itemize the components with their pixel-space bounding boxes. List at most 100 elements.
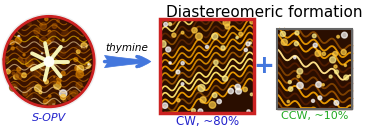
Circle shape: [169, 62, 171, 64]
Circle shape: [39, 91, 42, 94]
Circle shape: [45, 18, 48, 21]
Circle shape: [297, 82, 303, 89]
Circle shape: [27, 87, 31, 92]
Circle shape: [247, 110, 250, 113]
Circle shape: [322, 52, 325, 56]
Circle shape: [29, 23, 31, 26]
Circle shape: [337, 35, 339, 38]
Circle shape: [48, 31, 56, 38]
Circle shape: [83, 47, 86, 50]
Circle shape: [235, 88, 242, 94]
Circle shape: [29, 82, 34, 87]
Circle shape: [54, 77, 55, 78]
Circle shape: [288, 87, 293, 91]
Circle shape: [63, 99, 66, 102]
Circle shape: [11, 47, 14, 50]
Circle shape: [329, 75, 332, 78]
Circle shape: [58, 27, 59, 28]
Circle shape: [40, 38, 47, 45]
Circle shape: [37, 35, 39, 38]
Circle shape: [57, 20, 59, 22]
Circle shape: [12, 72, 15, 75]
Circle shape: [181, 31, 184, 34]
Circle shape: [47, 40, 51, 44]
Circle shape: [25, 58, 32, 65]
Circle shape: [50, 78, 56, 84]
Circle shape: [287, 100, 290, 103]
Circle shape: [48, 36, 54, 42]
Circle shape: [235, 84, 240, 90]
Circle shape: [67, 96, 70, 99]
Circle shape: [59, 90, 67, 97]
Circle shape: [61, 71, 65, 75]
Circle shape: [64, 32, 67, 36]
Circle shape: [43, 100, 48, 104]
Circle shape: [52, 24, 57, 28]
Circle shape: [85, 62, 91, 68]
Circle shape: [330, 57, 336, 63]
Circle shape: [280, 31, 285, 37]
Circle shape: [40, 23, 46, 29]
Circle shape: [17, 92, 18, 93]
Circle shape: [35, 64, 37, 67]
Circle shape: [3, 57, 9, 62]
Circle shape: [22, 73, 26, 78]
Circle shape: [23, 91, 27, 96]
Circle shape: [162, 103, 168, 108]
Circle shape: [177, 99, 180, 102]
Text: CCW, ~10%: CCW, ~10%: [281, 111, 349, 121]
Circle shape: [294, 42, 298, 46]
Circle shape: [75, 46, 81, 52]
Circle shape: [333, 51, 338, 56]
Circle shape: [335, 70, 339, 74]
Circle shape: [26, 61, 32, 67]
Circle shape: [44, 57, 54, 66]
Circle shape: [16, 47, 18, 48]
Circle shape: [17, 47, 23, 52]
Circle shape: [318, 96, 322, 100]
Circle shape: [195, 33, 202, 40]
Circle shape: [312, 34, 316, 38]
Circle shape: [311, 99, 314, 102]
Circle shape: [214, 60, 218, 65]
Circle shape: [334, 65, 337, 68]
Circle shape: [228, 88, 234, 94]
Circle shape: [40, 24, 42, 26]
Circle shape: [164, 22, 167, 26]
Circle shape: [81, 43, 87, 49]
Circle shape: [74, 58, 78, 61]
Circle shape: [23, 54, 25, 56]
Circle shape: [206, 45, 209, 48]
Text: thymine: thymine: [106, 43, 149, 53]
Circle shape: [181, 83, 184, 85]
Circle shape: [192, 28, 197, 33]
Circle shape: [60, 50, 65, 56]
Circle shape: [313, 43, 317, 47]
Circle shape: [315, 50, 321, 56]
Circle shape: [160, 41, 166, 47]
Circle shape: [1, 14, 97, 110]
Circle shape: [60, 95, 66, 100]
Circle shape: [341, 50, 346, 55]
Circle shape: [198, 84, 205, 92]
Circle shape: [20, 61, 24, 64]
Bar: [277, 29, 352, 109]
Circle shape: [75, 66, 80, 71]
Circle shape: [316, 82, 321, 87]
Text: +: +: [253, 54, 274, 78]
Circle shape: [69, 59, 71, 60]
Circle shape: [250, 20, 254, 24]
Circle shape: [77, 61, 84, 67]
Circle shape: [42, 53, 43, 54]
Circle shape: [32, 69, 39, 76]
Circle shape: [56, 78, 61, 83]
Circle shape: [192, 109, 195, 113]
Circle shape: [62, 31, 66, 36]
Circle shape: [76, 82, 82, 88]
Circle shape: [13, 83, 18, 89]
Circle shape: [176, 70, 180, 74]
Circle shape: [50, 62, 56, 69]
Circle shape: [48, 99, 50, 102]
Circle shape: [344, 75, 349, 80]
Circle shape: [54, 82, 61, 89]
